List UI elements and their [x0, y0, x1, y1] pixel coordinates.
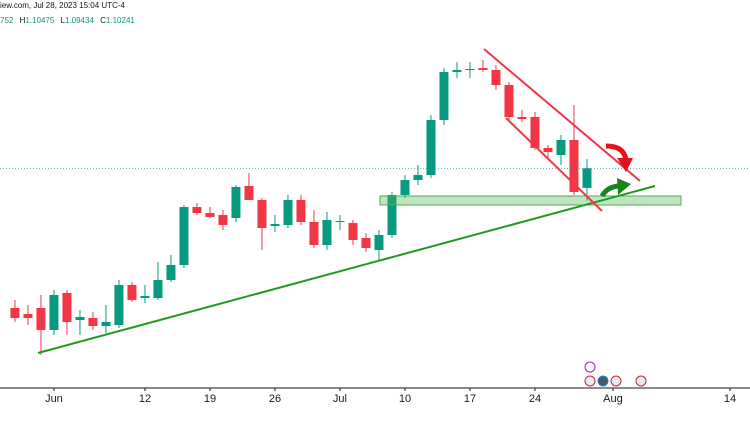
candle-body [452, 70, 462, 72]
candle-body [387, 195, 397, 235]
channel-upper [483, 48, 641, 182]
flag-icon [584, 375, 596, 387]
ohlc-letter: C [100, 16, 106, 25]
ohlc-letter: H [20, 16, 26, 25]
flag-icon [635, 375, 647, 387]
x-tick-label: Jul [333, 393, 347, 405]
candle-body [413, 175, 423, 180]
candle-body [101, 322, 111, 326]
candle-body [478, 68, 488, 70]
candle-body [153, 280, 163, 298]
event-icon [584, 361, 596, 373]
x-tick-label: 24 [529, 393, 541, 405]
candle-body [205, 213, 215, 217]
flag-icon [597, 375, 609, 387]
candle-body [23, 314, 33, 318]
candle-body [517, 117, 527, 119]
candle-body [504, 85, 514, 117]
candle-body [257, 200, 267, 228]
candle-body [231, 187, 241, 218]
ohlc-value: 1.10241 [106, 16, 135, 25]
support-zone [379, 195, 682, 206]
flag-icon [610, 375, 622, 387]
candle-body [374, 235, 384, 250]
candle-body [426, 120, 436, 175]
candle-body [75, 317, 85, 320]
x-tick-label: 14 [724, 393, 736, 405]
x-tick-label: Aug [603, 393, 623, 405]
candle-body [400, 180, 410, 195]
candle-body [166, 265, 176, 280]
candle-body [582, 168, 592, 188]
down-arrow-head [617, 158, 633, 172]
candle-body [114, 285, 124, 325]
x-tick-label: 26 [269, 393, 281, 405]
candle-body [127, 285, 137, 300]
candle-body [192, 207, 202, 213]
trend-line [37, 185, 656, 354]
candle-body [348, 223, 358, 240]
candle-body [49, 295, 59, 330]
x-tick-label: 12 [139, 393, 151, 405]
candle-body [322, 220, 332, 245]
ohlc-value: 1.09434 [65, 16, 94, 25]
candle-body [361, 238, 371, 248]
x-tick-label: Jun [45, 393, 63, 405]
channel-lower [505, 117, 603, 212]
x-tick-label: 10 [399, 393, 411, 405]
candle-body [491, 70, 501, 85]
x-tick-label: 17 [464, 393, 476, 405]
up-arrow [599, 183, 621, 198]
candle-body [62, 293, 72, 322]
candle-body [465, 69, 475, 70]
candle-body [283, 200, 293, 225]
candle-body [36, 308, 46, 330]
candle-body [335, 221, 345, 222]
candle-body [569, 140, 579, 192]
candle-body [530, 117, 540, 148]
ohlc-value: 1.10475 [25, 16, 54, 25]
candle-body [218, 215, 228, 225]
candle-body [309, 222, 319, 245]
candle-body [270, 224, 280, 226]
ohlc-letter: L [61, 16, 66, 25]
candle-body [439, 72, 449, 120]
candle-body [244, 186, 254, 200]
header-ohlc: 752 H1.10475 L1.09434 C1.10241 [0, 16, 135, 25]
header-source: iew.com, Jul 28, 2023 15:04 UTC-4 [0, 1, 126, 10]
candle-body [556, 140, 566, 155]
open-fragment: 752 [0, 16, 14, 25]
candle-body [88, 318, 98, 326]
up-arrow-head [617, 178, 631, 195]
candles [0, 60, 750, 355]
x-tick-label: 19 [204, 393, 216, 405]
candle-body [140, 296, 150, 298]
candle-body [179, 207, 189, 265]
down-arrow [605, 143, 629, 161]
candle-body [10, 308, 20, 318]
candle-body [296, 200, 306, 222]
candle-body [543, 148, 553, 152]
